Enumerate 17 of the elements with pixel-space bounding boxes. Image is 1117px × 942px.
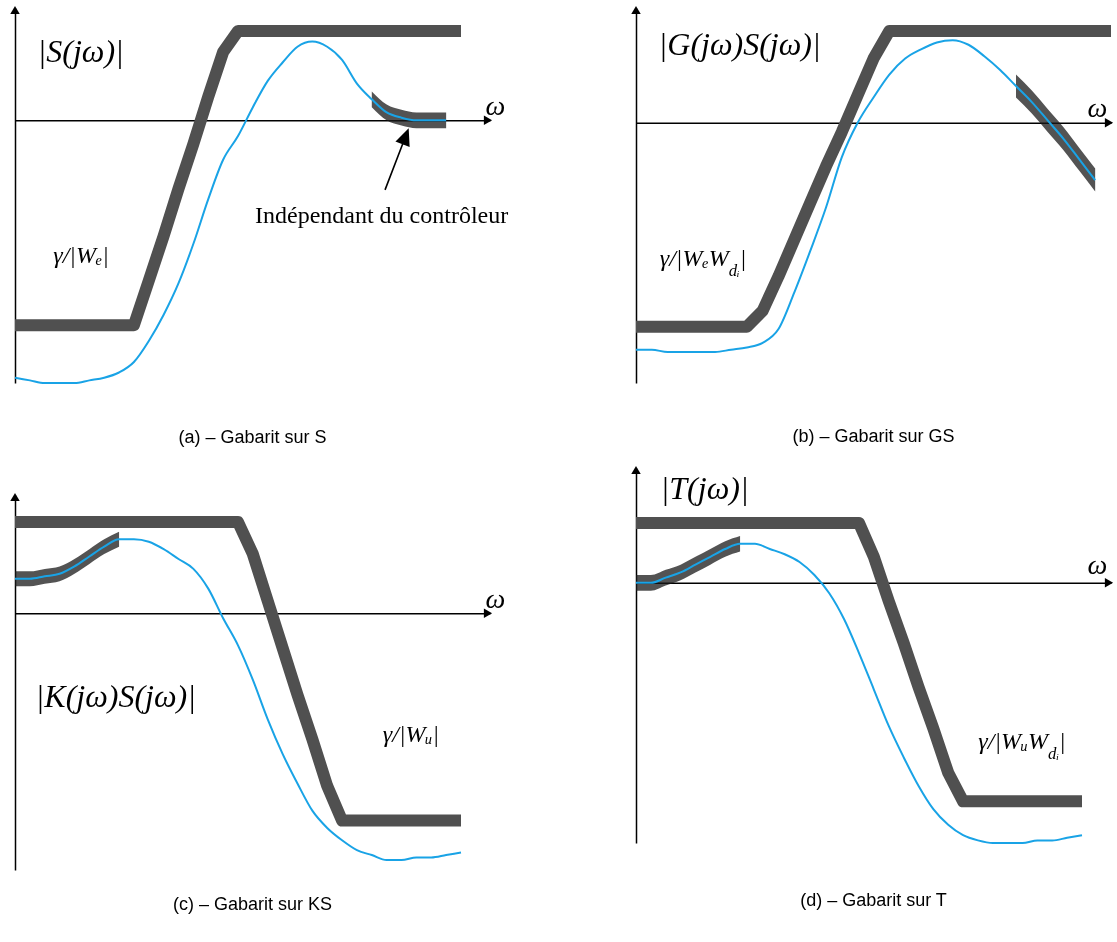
y-axis-title: |T(jω)|: [660, 469, 749, 506]
text: (b) – Gabarit sur GS: [792, 426, 955, 446]
x-axis-title: ω: [485, 89, 506, 121]
y-axis-title: |K(jω)S(jω)|: [35, 677, 197, 714]
y-axis-title: |G(jω)S(jω)|: [658, 25, 821, 62]
x-axis-title: ω: [485, 582, 506, 614]
annotation: Indépendant du contrôleur: [255, 202, 509, 228]
annotation: γ/|WₑW$_{dᵢ}$|: [659, 245, 747, 280]
x-axis-title: ω: [1087, 549, 1108, 581]
text: (c) – Gabarit sur KS: [172, 894, 333, 914]
annotation: γ/|Wᵤ|: [382, 721, 440, 747]
text: (d) – Gabarit sur T: [800, 890, 947, 910]
annotation: γ/|Wₑ|: [53, 242, 109, 268]
x-axis-title: ω: [1087, 92, 1108, 124]
y-axis-title: |S(jω)|: [37, 32, 124, 69]
annotation: γ/|WᵤW$_{dᵢ}$|: [978, 728, 1066, 763]
text: (a) – Gabarit sur S: [178, 427, 327, 447]
